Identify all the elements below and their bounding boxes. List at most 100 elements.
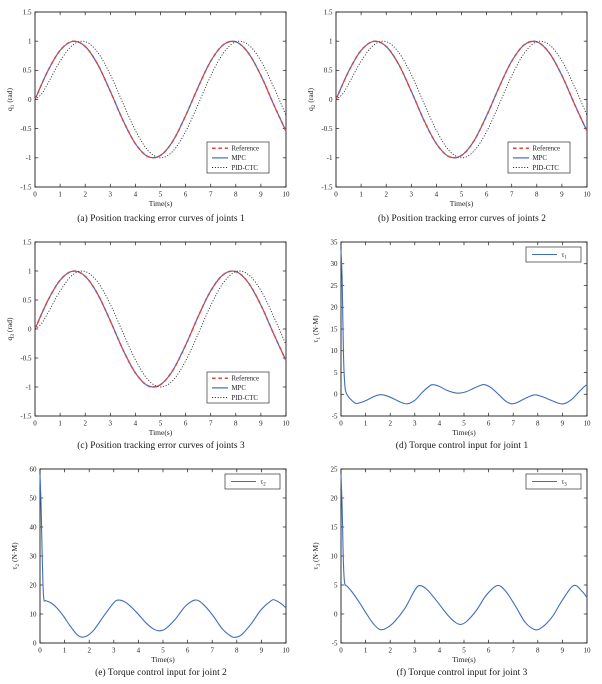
svg-text:15: 15 <box>331 523 339 531</box>
svg-text:10: 10 <box>30 610 38 618</box>
svg-text:MPC: MPC <box>232 385 247 392</box>
svg-text:τ3 (N·M): τ3 (N·M) <box>311 542 322 570</box>
svg-text:3: 3 <box>109 191 113 199</box>
svg-text:0: 0 <box>28 96 32 104</box>
subplot-d: 0 1 2 3 4 5 6 7 8 9 10 -5 0 5 10 15 20 25 30 35 Time(s) τ1 (N… <box>301 230 602 457</box>
svg-text:Time(s): Time(s) <box>149 199 173 208</box>
svg-text:-1.5: -1.5 <box>20 412 32 420</box>
svg-text:6: 6 <box>184 420 188 428</box>
svg-text:-1.5: -1.5 <box>20 183 32 191</box>
svg-text:7: 7 <box>209 420 213 428</box>
subplot-b: 0 1 2 3 4 5 6 7 8 9 10 -1.5 -1 -0.5 0 0.5 1 1.5 Time(s) q2 … <box>301 0 602 230</box>
svg-text:5: 5 <box>159 420 163 428</box>
svg-text:2: 2 <box>384 191 388 199</box>
svg-text:9: 9 <box>259 420 263 428</box>
subplot-b-caption: (b) Position tracking error curves of jo… <box>377 214 547 224</box>
svg-text:35: 35 <box>331 238 339 246</box>
svg-text:25: 25 <box>331 465 339 473</box>
svg-text:4: 4 <box>137 647 141 655</box>
svg-text:0: 0 <box>33 420 37 428</box>
svg-text:7: 7 <box>209 191 213 199</box>
svg-text:Time(s): Time(s) <box>452 655 476 664</box>
chart-position-joint-1: 0 1 2 3 4 5 6 7 8 9 10 -1.5 -1 -0.5 0 0.5 1 1.5 Time(s) q1 … <box>5 8 291 208</box>
svg-text:τ2 (N·M): τ2 (N·M) <box>10 542 21 570</box>
svg-text:Time(s): Time(s) <box>149 428 173 437</box>
svg-text:8: 8 <box>535 191 539 199</box>
svg-text:2: 2 <box>83 191 87 199</box>
svg-text:9: 9 <box>260 647 264 655</box>
svg-text:1: 1 <box>364 420 368 428</box>
svg-text:50: 50 <box>30 494 38 502</box>
svg-text:-1.5: -1.5 <box>321 183 333 191</box>
svg-text:8: 8 <box>234 191 238 199</box>
svg-text:τ2: τ2 <box>261 479 267 488</box>
svg-text:0: 0 <box>334 391 338 399</box>
svg-text:8: 8 <box>536 420 540 428</box>
svg-text:6: 6 <box>487 420 491 428</box>
svg-text:5: 5 <box>161 647 165 655</box>
svg-text:Time(s): Time(s) <box>151 655 175 664</box>
svg-text:4: 4 <box>435 191 439 199</box>
svg-text:1: 1 <box>58 191 62 199</box>
svg-text:-5: -5 <box>332 639 338 647</box>
svg-text:1: 1 <box>359 191 363 199</box>
svg-text:-0.5: -0.5 <box>20 354 32 362</box>
svg-text:Time(s): Time(s) <box>452 428 476 437</box>
svg-text:5: 5 <box>334 369 338 377</box>
svg-text:10: 10 <box>331 347 339 355</box>
svg-text:PID-CTC: PID-CTC <box>533 165 560 172</box>
svg-text:20: 20 <box>30 581 38 589</box>
svg-text:1.5: 1.5 <box>324 8 333 16</box>
svg-text:Reference: Reference <box>533 146 561 153</box>
svg-text:-5: -5 <box>332 412 338 420</box>
svg-text:1: 1 <box>329 38 333 46</box>
svg-text:6: 6 <box>186 647 190 655</box>
svg-text:-0.5: -0.5 <box>321 125 333 133</box>
svg-text:4: 4 <box>438 420 442 428</box>
svg-text:1: 1 <box>28 38 32 46</box>
svg-text:3: 3 <box>109 420 113 428</box>
subplot-e: 0 1 2 3 4 5 6 7 8 9 10 0 10 20 30 40 50 60 Time(s) τ2 (N·M)… <box>0 457 301 684</box>
svg-text:3: 3 <box>413 420 417 428</box>
svg-text:-0.5: -0.5 <box>20 125 32 133</box>
svg-text:τ1: τ1 <box>562 252 568 261</box>
chart-torque-joint-2: 0 1 2 3 4 5 6 7 8 9 10 0 10 20 30 40 50 60 Time(s) τ2 (N·M)… <box>10 465 291 664</box>
svg-text:0: 0 <box>28 325 32 333</box>
svg-text:25: 25 <box>331 282 339 290</box>
svg-text:7: 7 <box>511 420 515 428</box>
svg-text:3: 3 <box>410 191 414 199</box>
svg-text:q2 (rad): q2 (rad) <box>306 88 317 111</box>
svg-text:-1: -1 <box>26 154 32 162</box>
svg-text:2: 2 <box>388 647 392 655</box>
svg-text:q3 (rad): q3 (rad) <box>5 317 16 340</box>
svg-text:Reference: Reference <box>232 376 260 383</box>
svg-text:2: 2 <box>87 647 91 655</box>
svg-text:0: 0 <box>334 610 338 618</box>
svg-text:4: 4 <box>134 191 138 199</box>
svg-text:4: 4 <box>438 647 442 655</box>
svg-text:τ1 (N·M): τ1 (N·M) <box>311 315 322 343</box>
svg-text:10: 10 <box>283 647 291 655</box>
svg-text:30: 30 <box>30 552 38 560</box>
svg-text:2: 2 <box>83 420 87 428</box>
svg-text:2: 2 <box>388 420 392 428</box>
svg-text:Reference: Reference <box>232 146 260 153</box>
chart-position-joint-2: 0 1 2 3 4 5 6 7 8 9 10 -1.5 -1 -0.5 0 0.5 1 1.5 Time(s) q2 … <box>306 8 591 208</box>
svg-text:15: 15 <box>331 325 339 333</box>
svg-text:0: 0 <box>339 647 343 655</box>
svg-text:0.5: 0.5 <box>23 296 32 304</box>
svg-text:0: 0 <box>38 647 42 655</box>
svg-text:10: 10 <box>283 191 291 199</box>
svg-text:0: 0 <box>334 191 338 199</box>
subplot-f: 0 1 2 3 4 5 6 7 8 9 10 -5 0 5 10 15 20 25 Time(s) τ3 (N·M) τ… <box>301 457 602 684</box>
svg-text:40: 40 <box>30 523 38 531</box>
svg-text:9: 9 <box>560 191 564 199</box>
svg-text:9: 9 <box>561 420 565 428</box>
svg-text:3: 3 <box>112 647 116 655</box>
svg-text:0: 0 <box>329 96 333 104</box>
svg-text:5: 5 <box>159 191 163 199</box>
svg-text:MPC: MPC <box>232 155 247 162</box>
svg-text:5: 5 <box>462 420 466 428</box>
subplot-a-caption: (a) Position tracking error curves of jo… <box>77 214 245 224</box>
